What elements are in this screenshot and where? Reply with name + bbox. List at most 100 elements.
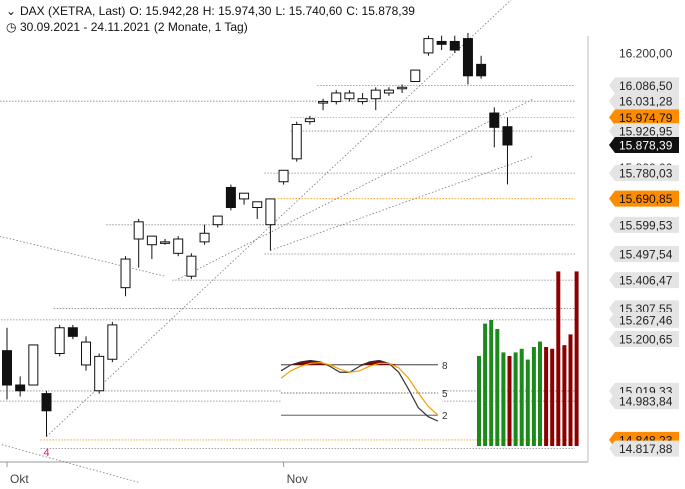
price-label-tag — [609, 123, 679, 140]
candle — [489, 107, 500, 148]
candle-body-up — [278, 169, 289, 183]
volume-bar — [544, 347, 549, 446]
price-label-text: 15.599,53 — [619, 218, 673, 232]
price-label: 15.926,95 — [609, 123, 679, 140]
candle-body-down — [67, 327, 78, 337]
candle-body-up — [54, 327, 65, 355]
trend-line — [270, 155, 534, 251]
trend-line — [46, 0, 512, 437]
candle-body-up — [331, 92, 342, 103]
volume-bar — [556, 271, 561, 446]
oscillator-level-label: 5 — [442, 389, 448, 400]
candle — [423, 35, 434, 56]
candle-body-up — [344, 92, 355, 100]
candle-body-up — [265, 198, 276, 226]
price-label-tag — [609, 311, 679, 328]
candle — [173, 236, 184, 257]
price-label-text: 15.926,95 — [619, 125, 673, 139]
open-value: O: 15.942,28 — [129, 4, 199, 18]
volume-bar — [507, 356, 512, 446]
period-label: (2 Monate, 1 Tag) — [153, 20, 248, 34]
chart-subheader: ◷ 30.09.2021 - 24.11.2021 (2 Monate, 1 Tag… — [6, 20, 252, 34]
price-label-text: 16.031,28 — [619, 95, 673, 109]
candle-body-up — [107, 324, 118, 360]
price-label: 15.780,03 — [609, 165, 679, 182]
price-label-text: 15.200,65 — [619, 333, 673, 347]
candle-body-up — [28, 344, 39, 386]
close-value: C: 15.878,39 — [346, 4, 415, 18]
volume-bar — [531, 347, 536, 446]
volume-bar — [501, 352, 506, 446]
price-label: 15.974,79 — [609, 109, 679, 126]
price-label-text: 15.974,79 — [619, 111, 673, 125]
price-label-text: 15.690,85 — [619, 192, 673, 206]
candle-body-up — [199, 232, 210, 243]
price-label: 15.406,47 — [609, 272, 679, 289]
oscillator-overbought-fill — [281, 360, 438, 365]
candle — [199, 224, 210, 245]
chart-header: ⌄ DAX (XETRA, Last) O: 15.942,28 H: 15.974,… — [6, 4, 419, 18]
candle-body-down — [489, 112, 500, 128]
candle-body-down — [502, 126, 513, 146]
price-label-text: 16.200,00 — [619, 46, 673, 60]
candle — [291, 121, 302, 162]
volume-bar — [519, 348, 524, 446]
price-label: 16.200,00 — [619, 46, 673, 60]
candle-body-up — [397, 86, 408, 90]
price-label: 15.878,39 — [609, 136, 679, 153]
price-label-text: 15.878,39 — [619, 138, 673, 152]
candle-body-up — [186, 255, 197, 277]
candle-body-down — [15, 384, 26, 392]
price-label-tag — [609, 190, 679, 207]
candle — [160, 239, 171, 245]
candle-body-down — [41, 393, 52, 412]
candle-body-up — [160, 241, 171, 244]
candle — [449, 35, 460, 53]
chevron-down-icon[interactable]: ⌄ — [6, 4, 17, 18]
candle — [41, 390, 52, 437]
candle-body-down — [225, 186, 236, 209]
candle — [146, 235, 157, 260]
candle — [357, 92, 368, 105]
price-label-text: 16.086,50 — [619, 79, 673, 93]
trend-line — [0, 443, 139, 483]
instrument-name: DAX (XETRA, Last) — [20, 4, 126, 18]
price-label-tag — [609, 165, 679, 182]
candle-body-up — [94, 355, 105, 392]
price-label-tag — [609, 440, 679, 457]
price-label: 15.497,54 — [609, 246, 679, 263]
candle — [436, 35, 447, 51]
volume-bar — [538, 341, 542, 446]
volume-bar — [525, 359, 530, 446]
price-label: 15.690,85 — [609, 190, 679, 207]
price-label: 16.086,50 — [609, 77, 679, 94]
price-label-tag — [609, 77, 679, 94]
candle — [278, 169, 289, 185]
clock-icon: ◷ — [6, 20, 17, 34]
candle — [2, 327, 12, 400]
price-label-text: 15.497,54 — [619, 248, 673, 262]
candle — [265, 198, 276, 251]
oscillator-slow-line — [280, 362, 439, 416]
candle-body-up — [370, 89, 381, 100]
oscillator-level-label: 2 — [442, 411, 448, 422]
volume-bar — [483, 323, 488, 446]
candle — [344, 90, 355, 102]
x-tick-label: Okt — [10, 472, 29, 486]
candle — [410, 69, 421, 83]
volume-bar — [477, 356, 481, 446]
price-label-tag — [609, 272, 679, 289]
price-label-tag — [609, 136, 679, 153]
candle-body-up — [252, 201, 263, 209]
volume-bar — [495, 329, 500, 446]
candle — [304, 115, 315, 125]
candle-body-down — [462, 38, 473, 77]
price-label-tag — [609, 93, 679, 110]
price-label-tag — [609, 393, 679, 410]
candle — [331, 90, 342, 105]
candle — [318, 98, 329, 111]
volume-bar — [550, 348, 555, 446]
candle-body-up — [133, 221, 144, 240]
oscillator-fast-line — [280, 359, 439, 422]
